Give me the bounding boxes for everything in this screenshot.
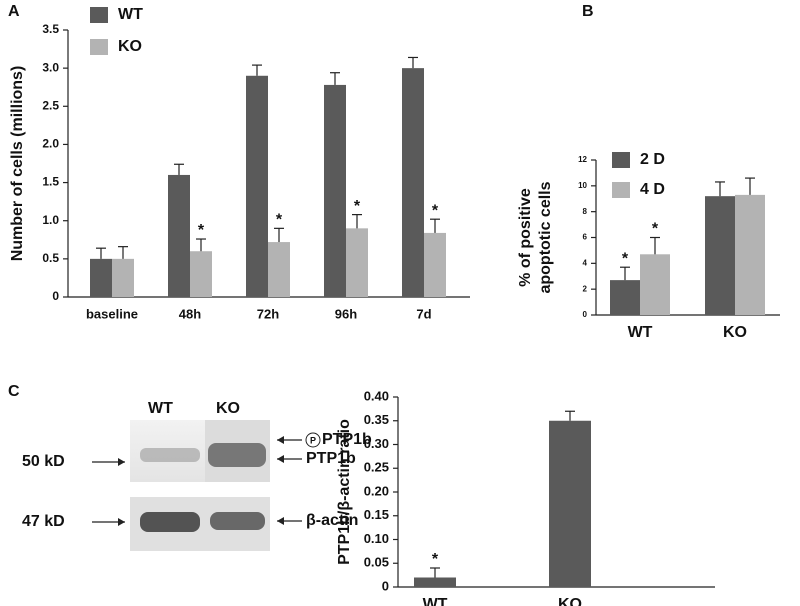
y-tick-label: 0.25 xyxy=(364,460,389,475)
bar xyxy=(112,258,134,297)
x-tick-label: 72h xyxy=(257,306,279,321)
y-tick-label: 3.0 xyxy=(42,60,59,74)
bar xyxy=(346,228,368,297)
x-tick-label: WT xyxy=(423,596,448,606)
bar xyxy=(610,280,640,315)
arrow-head xyxy=(118,458,125,466)
bar xyxy=(402,68,424,298)
significance-mark: * xyxy=(354,198,361,215)
band-label: PTP1b xyxy=(322,431,372,448)
x-tick-label: WT xyxy=(628,324,653,341)
y-tick-label: 4 xyxy=(583,258,588,267)
bar xyxy=(424,232,446,297)
bar xyxy=(640,254,670,315)
arrow-head xyxy=(118,518,125,526)
y-tick-label: 12 xyxy=(578,155,587,164)
panel-label: C xyxy=(8,383,20,400)
blot-band xyxy=(210,512,265,530)
y-tick-label: 0.5 xyxy=(42,251,59,265)
bar xyxy=(246,75,268,298)
panel-label: A xyxy=(8,3,20,20)
y-tick-label: 2 xyxy=(583,284,588,293)
significance-mark: * xyxy=(432,551,439,568)
bar xyxy=(414,577,456,587)
x-tick-label: 7d xyxy=(416,306,431,321)
y-tick-label: 0.30 xyxy=(364,436,389,451)
y-axis-label: % of positive xyxy=(517,188,534,287)
legend-label: WT xyxy=(118,6,143,23)
legend-label: 2 D xyxy=(640,151,665,168)
y-tick-label: 0.40 xyxy=(364,388,389,403)
size-label: 50 kD xyxy=(22,453,65,470)
y-tick-label: 8 xyxy=(583,207,588,216)
x-tick-label: baseline xyxy=(86,306,138,321)
y-axis-label: apoptotic cells xyxy=(537,181,554,293)
blot-band xyxy=(140,512,200,532)
legend-swatch xyxy=(612,152,630,168)
arrow-head xyxy=(277,436,284,444)
bar xyxy=(735,194,765,315)
significance-mark: * xyxy=(622,250,629,267)
legend-swatch xyxy=(612,182,630,198)
significance-mark: * xyxy=(198,222,205,239)
y-tick-label: 0.20 xyxy=(364,483,389,498)
bar xyxy=(190,251,212,297)
legend-swatch xyxy=(90,39,108,55)
y-tick-label: 0 xyxy=(382,578,389,593)
legend-label: KO xyxy=(118,38,142,55)
bar xyxy=(168,174,190,297)
panel-label: B xyxy=(582,3,594,20)
significance-mark: * xyxy=(276,212,283,229)
x-tick-label: KO xyxy=(723,324,747,341)
y-axis-label: Number of cells (millions) xyxy=(9,66,26,262)
band-label: β-actin xyxy=(306,512,358,529)
y-tick-label: 2.0 xyxy=(42,137,59,151)
phospho-circle xyxy=(305,432,321,448)
x-tick-label: 96h xyxy=(335,306,357,321)
significance-mark: * xyxy=(432,202,439,219)
western-blot: WT KO 50 kD 47 kD P PTP1b PTP1b β-actin xyxy=(22,400,372,551)
legend-label: 4 D xyxy=(640,181,665,198)
y-tick-label: 1.0 xyxy=(42,213,59,227)
arrow-head xyxy=(277,517,284,525)
y-tick-label: 0.05 xyxy=(364,555,389,570)
y-tick-label: 10 xyxy=(578,181,587,190)
bar xyxy=(549,420,591,587)
legend-swatch xyxy=(90,7,108,23)
blot-band xyxy=(208,443,266,467)
y-tick-label: 0.10 xyxy=(364,531,389,546)
y-tick-label: 3.5 xyxy=(42,22,59,36)
y-tick-label: 0.35 xyxy=(364,412,389,427)
x-tick-label: KO xyxy=(558,596,582,606)
lane-label: KO xyxy=(216,400,240,417)
bar xyxy=(268,242,290,297)
band-label: PTP1b xyxy=(306,450,356,467)
y-tick-label: 0.15 xyxy=(364,507,389,522)
bar xyxy=(324,84,346,297)
x-tick-label: 48h xyxy=(179,306,201,321)
bar xyxy=(90,258,112,297)
y-tick-label: 1.5 xyxy=(42,175,59,189)
bar xyxy=(705,196,735,315)
y-tick-label: 2.5 xyxy=(42,98,59,112)
arrow-head xyxy=(277,455,284,463)
y-tick-label: 0 xyxy=(52,289,59,303)
blot-band xyxy=(140,448,200,462)
y-axis-label: PTP1b/β-actin ratio xyxy=(336,419,353,565)
significance-mark: * xyxy=(652,221,659,238)
y-tick-label: 6 xyxy=(583,233,588,242)
y-tick-label: 0 xyxy=(583,310,588,319)
size-label: 47 kD xyxy=(22,513,65,530)
phospho-symbol: P xyxy=(310,435,316,445)
lane-label: WT xyxy=(148,400,173,417)
